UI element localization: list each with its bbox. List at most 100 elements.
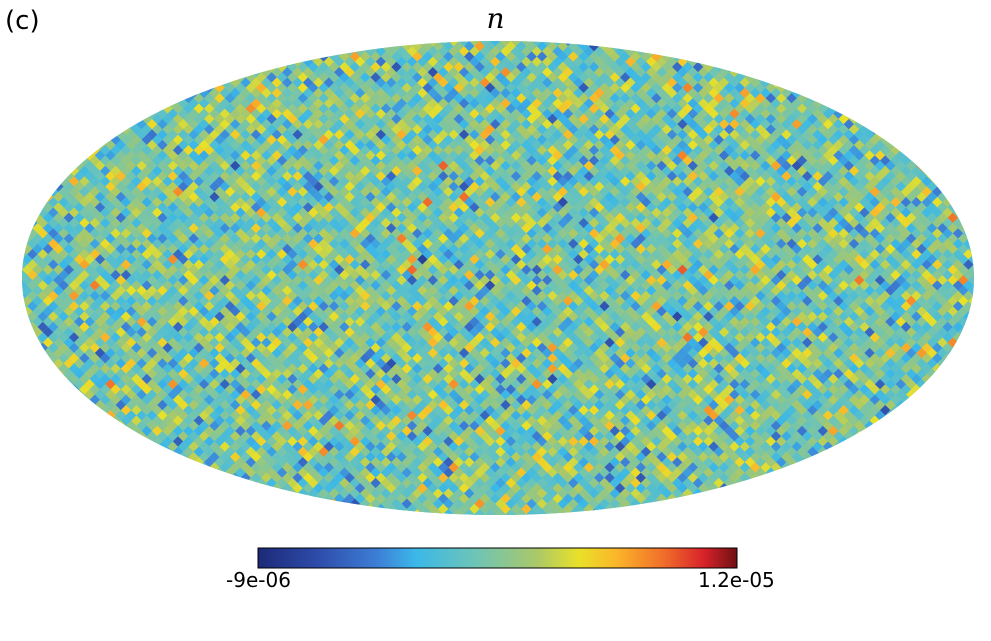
map-pixel [656,191,667,203]
map-pixel [661,197,672,208]
map-pixel [412,134,423,145]
map-pixel [84,191,95,203]
map-pixel [942,311,953,322]
map-pixel [484,186,496,197]
map-pixel [141,134,152,145]
map-pixel [479,67,490,78]
map-pixel [292,129,303,140]
map-pixel [302,285,314,296]
map-pixel [375,171,386,182]
map-pixel [921,332,932,343]
map-pixel [708,233,719,244]
map-pixel [521,191,532,203]
map-pixel [443,93,454,104]
map-pixel [146,327,158,338]
map-pixel [614,306,626,317]
map-pixel [744,353,756,364]
map-pixel [115,212,126,223]
map-pixel [214,249,225,260]
map-pixel [672,259,683,270]
map-pixel [453,301,464,312]
map-pixel [235,259,246,270]
map-pixel [505,93,516,104]
map-pixel [661,280,672,291]
map-pixel [698,191,709,203]
map-pixel [417,139,428,151]
map-pixel [141,228,152,239]
map-pixel [625,337,636,348]
map-pixel [776,217,787,229]
map-pixel [578,207,589,218]
map-pixel [786,134,797,145]
map-pixel [604,275,615,286]
map-pixel [656,171,667,182]
map-pixel [583,160,594,171]
map-pixel [126,327,137,338]
map-pixel [68,259,80,270]
map-pixel [859,259,870,270]
map-pixel [713,217,724,229]
map-pixel [609,301,620,312]
map-pixel [531,87,542,99]
map-pixel [557,207,568,218]
map-pixel [760,171,771,182]
map-pixel [531,337,542,348]
map-pixel [921,186,932,197]
map-pixel [926,358,938,369]
map-pixel [193,249,204,260]
map-pixel [42,264,54,275]
map-pixel [880,259,891,270]
map-pixel [219,264,230,275]
map-pixel [505,207,516,218]
map-pixel [84,171,95,182]
map-pixel [245,301,256,312]
map-pixel [162,145,173,156]
map-pixel [406,285,418,296]
map-pixel [640,228,652,239]
map-pixel [323,233,334,244]
map-pixel [859,186,870,197]
map-pixel [224,93,236,104]
map-pixel [895,243,906,255]
map-pixel [734,145,745,156]
map-pixel [620,311,631,322]
map-pixel [599,155,610,166]
map-pixel [573,337,584,348]
map-pixel [422,207,433,218]
map-pixel [952,269,964,281]
map-pixel [833,243,844,255]
map-pixel [822,150,834,161]
map-pixel [536,41,548,52]
map-pixel [833,191,844,203]
map-pixel [692,238,704,249]
map-pixel [256,207,267,218]
map-pixel [89,165,100,177]
map-pixel [672,238,683,249]
map-pixel [510,275,522,286]
map-pixel [464,103,475,114]
map-pixel [594,119,605,130]
map-pixel [583,191,594,203]
map-pixel [557,82,568,93]
map-pixel [635,223,646,234]
map-pixel [406,181,418,192]
map-pixel [890,134,901,145]
map-pixel [370,51,381,62]
map-pixel [568,280,579,291]
map-pixel [380,197,392,208]
map-pixel [230,108,241,119]
map-pixel [698,129,709,140]
map-pixel [510,46,522,57]
map-pixel [490,212,501,223]
map-pixel [692,134,704,145]
map-pixel [609,134,620,145]
map-pixel [916,171,927,182]
map-pixel [568,61,579,73]
map-pixel [219,202,230,213]
map-pixel [271,77,282,88]
map-pixel [297,301,308,312]
map-pixel [895,150,906,161]
map-pixel [458,171,470,182]
map-pixel [178,119,189,130]
map-pixel [895,358,906,369]
